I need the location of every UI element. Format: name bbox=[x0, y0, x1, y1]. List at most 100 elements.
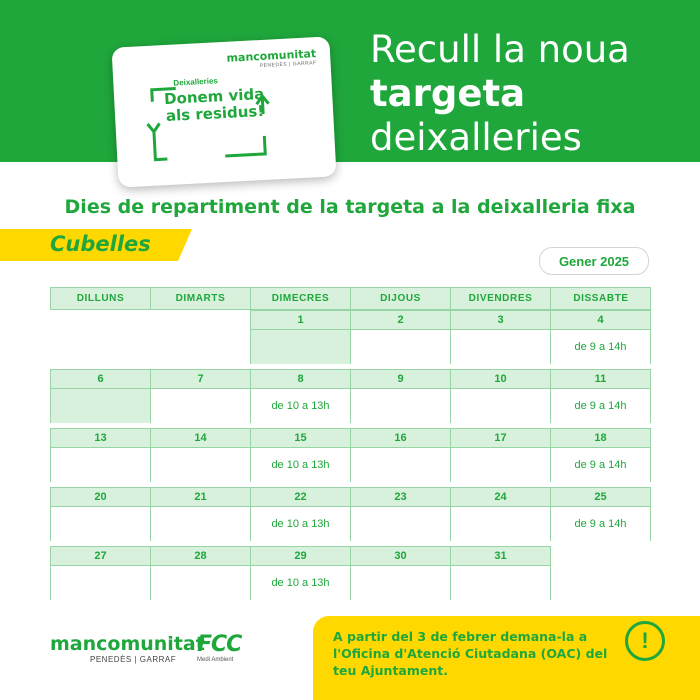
day-schedule: de 10 a 13h bbox=[251, 566, 350, 600]
day-number: 3 bbox=[451, 311, 550, 330]
day-number: 6 bbox=[51, 370, 150, 389]
day-number: 25 bbox=[551, 488, 650, 507]
day-schedule bbox=[351, 330, 450, 364]
calendar-day: 17 bbox=[450, 428, 551, 482]
calendar-day: 10 bbox=[450, 369, 551, 423]
day-number: 4 bbox=[551, 311, 650, 330]
footer-brand: mancomunitat bbox=[50, 633, 205, 655]
subtitle: Dies de repartiment de la targeta a la d… bbox=[64, 196, 636, 218]
calendar-day: 11 de 9 a 14h bbox=[550, 369, 651, 423]
day-schedule bbox=[351, 507, 450, 541]
day-schedule bbox=[351, 448, 450, 482]
calendar-day: 22 de 10 a 13h bbox=[250, 487, 351, 541]
town-name: Cubelles bbox=[50, 232, 151, 256]
headline: Recull la noua targeta deixalleries bbox=[370, 28, 630, 160]
calendar-week: 27 28 29 de 10 a 13h 30 31 bbox=[50, 546, 651, 600]
day-schedule bbox=[151, 448, 250, 482]
calendar-header: DILLUNS DIMARTS DIMECRES DIJOUS DIVENDRE… bbox=[50, 287, 651, 310]
fcc-mark: FCC bbox=[197, 632, 242, 657]
day-schedule bbox=[151, 566, 250, 600]
day-number: 29 bbox=[251, 547, 350, 566]
calendar: DILLUNS DIMARTS DIMECRES DIJOUS DIVENDRE… bbox=[50, 287, 651, 600]
calendar-day: 30 bbox=[350, 546, 451, 600]
day-number: 7 bbox=[151, 370, 250, 389]
day-schedule bbox=[351, 389, 450, 423]
fcc-sub: Medi Ambient bbox=[197, 657, 234, 663]
notice-text: A partir del 3 de febrer demana-la a l'O… bbox=[333, 629, 608, 678]
day-schedule bbox=[451, 448, 550, 482]
weekday-tuesday: DIMARTS bbox=[151, 288, 251, 309]
calendar-day: 31 bbox=[450, 546, 551, 600]
weekday-thursday: DIJOUS bbox=[351, 288, 451, 309]
day-number: 15 bbox=[251, 429, 350, 448]
calendar-day: 2 bbox=[350, 310, 451, 364]
notice-box: A partir del 3 de febrer demana-la a l'O… bbox=[313, 616, 700, 700]
calendar-week: 20 21 22 de 10 a 13h 23 24 25 de 9 a 14h bbox=[50, 487, 651, 541]
day-number: 10 bbox=[451, 370, 550, 389]
month-label: Gener 2025 bbox=[539, 247, 649, 275]
day-number: 9 bbox=[351, 370, 450, 389]
weekday-friday: DIVENDRES bbox=[451, 288, 551, 309]
day-schedule bbox=[51, 566, 150, 600]
day-schedule bbox=[451, 507, 550, 541]
day-schedule: de 10 a 13h bbox=[251, 507, 350, 541]
day-number: 8 bbox=[251, 370, 350, 389]
day-schedule: de 10 a 13h bbox=[251, 448, 350, 482]
day-number: 17 bbox=[451, 429, 550, 448]
calendar-day: 15 de 10 a 13h bbox=[250, 428, 351, 482]
day-number: 2 bbox=[351, 311, 450, 330]
calendar-day: 16 bbox=[350, 428, 451, 482]
day-number: 20 bbox=[51, 488, 150, 507]
day-number: 18 bbox=[551, 429, 650, 448]
calendar-week: 13 14 15 de 10 a 13h 16 17 18 de 9 a 14h bbox=[50, 428, 651, 482]
calendar-day: 21 bbox=[150, 487, 251, 541]
day-number: 21 bbox=[151, 488, 250, 507]
calendar-day: 24 bbox=[450, 487, 551, 541]
weekday-saturday: DISSABTE bbox=[573, 293, 629, 304]
day-schedule bbox=[151, 507, 250, 541]
footer-brand-sub: PENEDÈS | GARRAF bbox=[90, 655, 177, 664]
calendar-week: 6 7 8 de 10 a 13h 9 10 11 de 9 a 14h bbox=[50, 369, 651, 423]
day-schedule bbox=[451, 330, 550, 364]
day-schedule: de 10 a 13h bbox=[251, 389, 350, 423]
day-schedule bbox=[51, 507, 150, 541]
card-slogan: Donem vida als residus! bbox=[163, 84, 265, 126]
headline-line-2: targeta bbox=[370, 72, 526, 115]
calendar-day: 8 de 10 a 13h bbox=[250, 369, 351, 423]
day-schedule bbox=[51, 389, 150, 423]
calendar-day: 9 bbox=[350, 369, 451, 423]
calendar-day: 27 bbox=[50, 546, 151, 600]
day-number: 31 bbox=[451, 547, 550, 566]
day-number: 27 bbox=[51, 547, 150, 566]
alert-icon: ! bbox=[625, 621, 665, 661]
calendar-week: 1 2 3 4 de 9 a 14h bbox=[50, 310, 651, 364]
headline-line-3: deixalleries bbox=[370, 116, 582, 159]
day-schedule bbox=[451, 566, 550, 600]
town-banner bbox=[0, 229, 192, 261]
day-number: 28 bbox=[151, 547, 250, 566]
card-logo: mancomunitat PENEDÈS | GARRAF bbox=[226, 47, 317, 71]
day-schedule: de 9 a 14h bbox=[551, 507, 650, 541]
day-schedule bbox=[351, 566, 450, 600]
day-schedule bbox=[151, 389, 250, 423]
calendar-day: 29 de 10 a 13h bbox=[250, 546, 351, 600]
day-schedule bbox=[51, 448, 150, 482]
recycling-card: mancomunitat PENEDÈS | GARRAF Deixalleri… bbox=[111, 36, 337, 188]
calendar-day: 25 de 9 a 14h bbox=[550, 487, 651, 541]
calendar-day: 13 bbox=[50, 428, 151, 482]
weekday-wednesday: DIMECRES bbox=[251, 288, 351, 309]
calendar-day: 1 bbox=[250, 310, 351, 364]
headline-line-1: Recull la noua bbox=[370, 28, 630, 71]
day-number: 23 bbox=[351, 488, 450, 507]
day-schedule: de 9 a 14h bbox=[551, 330, 650, 364]
calendar-day: 23 bbox=[350, 487, 451, 541]
day-number: 22 bbox=[251, 488, 350, 507]
calendar-day: 18 de 9 a 14h bbox=[550, 428, 651, 482]
weekday-monday: DILLUNS bbox=[51, 288, 151, 309]
calendar-day: 14 bbox=[150, 428, 251, 482]
day-number: 30 bbox=[351, 547, 450, 566]
day-number: 13 bbox=[51, 429, 150, 448]
day-number: 14 bbox=[151, 429, 250, 448]
calendar-day: 20 bbox=[50, 487, 151, 541]
mancomunitat-logo: mancomunitat PENEDÈS | GARRAF bbox=[50, 633, 205, 664]
